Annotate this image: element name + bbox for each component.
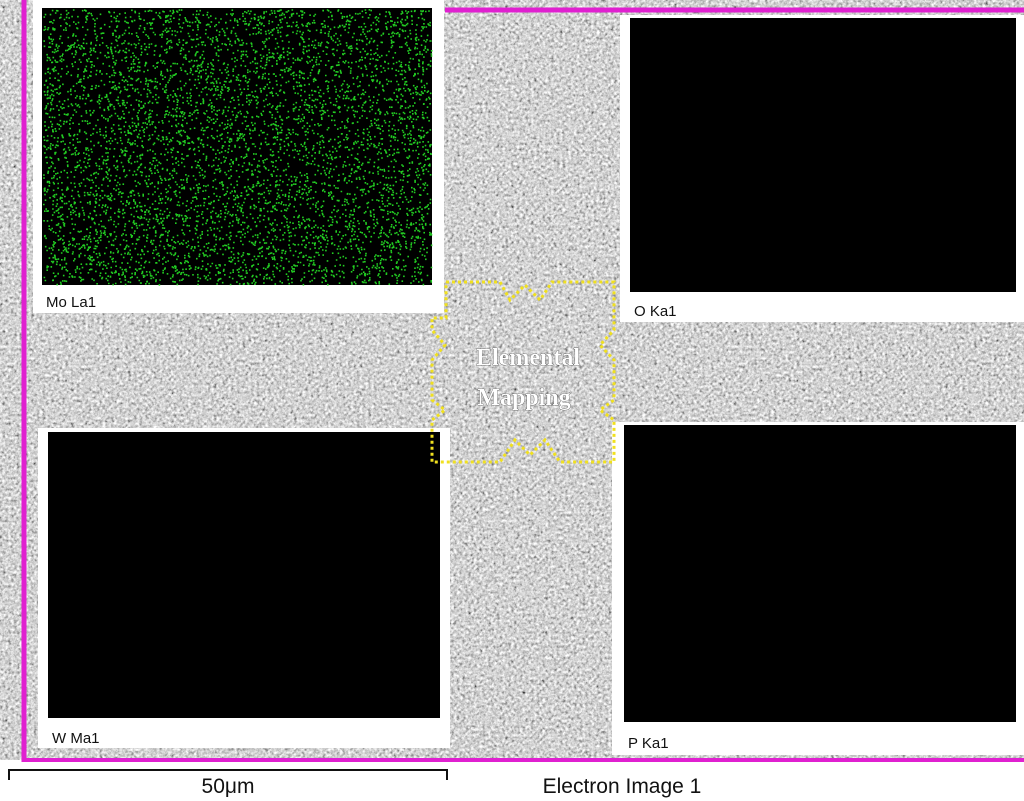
map-bg xyxy=(48,432,440,718)
center-label: Mapping xyxy=(477,385,570,411)
panel-label: Mo La1 xyxy=(46,294,96,311)
panel-label: O Ka1 xyxy=(634,303,677,320)
center-label: Elemental xyxy=(476,345,580,371)
panel-label: W Ma1 xyxy=(52,730,100,747)
map-bg xyxy=(630,18,1016,292)
scale-label: 50μm xyxy=(202,775,255,798)
figure: Mo La1 O Ka1 W Ma1 P Ka1 Elemental Mappi… xyxy=(0,0,1024,801)
panel-label: P Ka1 xyxy=(628,735,669,752)
map-bg xyxy=(624,425,1016,722)
caption: Electron Image 1 xyxy=(543,775,702,798)
